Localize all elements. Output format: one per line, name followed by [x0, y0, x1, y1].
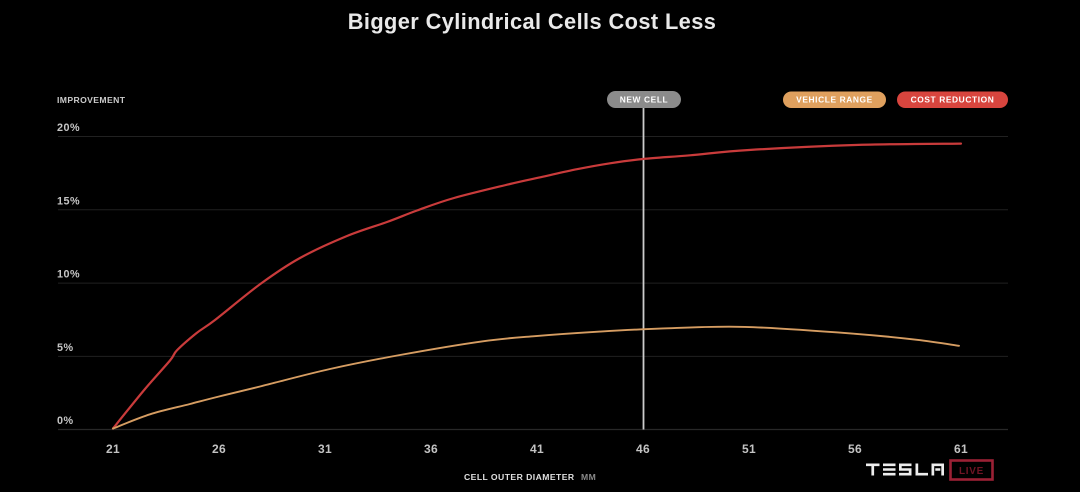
svg-text:41: 41: [530, 442, 544, 456]
svg-text:61: 61: [954, 442, 968, 456]
svg-text:IMPROVEMENT: IMPROVEMENT: [57, 95, 126, 105]
svg-text:31: 31: [318, 442, 332, 456]
svg-text:CELL OUTER DIAMETER: CELL OUTER DIAMETER: [464, 472, 575, 482]
svg-text:10%: 10%: [57, 269, 80, 281]
svg-text:26: 26: [212, 442, 226, 456]
svg-text:51: 51: [742, 442, 756, 456]
svg-text:15%: 15%: [57, 195, 80, 207]
svg-text:Bigger Cylindrical Cells Cost: Bigger Cylindrical Cells Cost Less: [348, 9, 717, 34]
svg-text:36: 36: [424, 442, 438, 456]
svg-text:56: 56: [848, 442, 862, 456]
svg-text:46: 46: [636, 442, 650, 456]
svg-text:21: 21: [106, 442, 120, 456]
svg-text:LIVE: LIVE: [959, 466, 984, 477]
svg-text:MM: MM: [581, 472, 596, 482]
svg-text:0%: 0%: [57, 415, 74, 427]
svg-text:NEW CELL: NEW CELL: [620, 95, 669, 105]
svg-text:VEHICLE RANGE: VEHICLE RANGE: [796, 95, 873, 105]
svg-text:COST REDUCTION: COST REDUCTION: [911, 95, 995, 105]
svg-text:20%: 20%: [57, 122, 80, 134]
svg-text:5%: 5%: [57, 342, 74, 354]
